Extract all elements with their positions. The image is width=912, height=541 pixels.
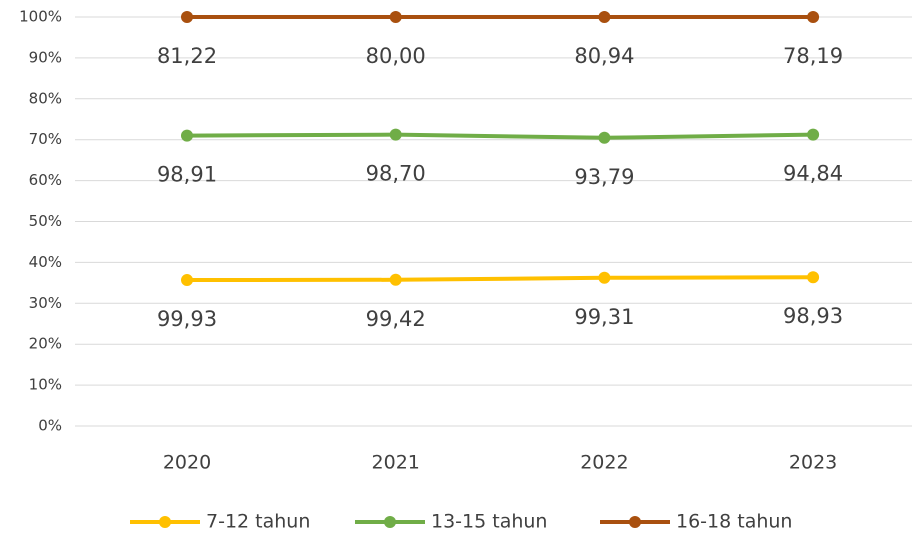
data-label: 99,42 <box>366 307 426 331</box>
y-tick-label: 50% <box>29 212 62 230</box>
x-tick-label: 2023 <box>789 452 837 474</box>
x-tick-label: 2020 <box>163 452 211 474</box>
point <box>389 273 402 286</box>
y-tick-label: 40% <box>29 253 62 271</box>
point <box>389 11 402 23</box>
point <box>598 271 611 284</box>
y-tick-label: 30% <box>29 294 62 312</box>
series-line <box>186 132 814 140</box>
series-line <box>186 275 814 283</box>
y-tick-label: 100% <box>19 8 62 26</box>
legend-marker <box>159 516 171 528</box>
legend-label: 7-12 tahun <box>206 511 310 533</box>
data-label: 94,84 <box>783 162 843 186</box>
point <box>807 128 820 141</box>
point <box>598 11 611 23</box>
data-label: 78,19 <box>783 44 843 68</box>
data-label: 98,93 <box>783 304 843 328</box>
point <box>807 271 820 284</box>
x-tick-label: 2022 <box>580 452 628 474</box>
legend-label: 16-18 tahun <box>676 511 792 533</box>
y-tick-label: 80% <box>29 89 62 107</box>
y-tick-label: 0% <box>38 417 62 435</box>
data-label: 80,00 <box>366 44 426 68</box>
point <box>807 11 820 23</box>
point <box>181 11 193 23</box>
point <box>181 129 193 142</box>
y-tick-label: 20% <box>29 335 62 353</box>
legend-marker <box>384 516 396 528</box>
y-tick-label: 10% <box>29 376 62 394</box>
y-tick-label: 60% <box>29 171 62 189</box>
data-label: 98,70 <box>366 162 426 186</box>
data-label: 93,79 <box>574 165 634 189</box>
data-label: 99,93 <box>157 307 217 331</box>
data-label: 80,94 <box>574 44 634 68</box>
data-label: 99,31 <box>574 305 634 329</box>
point <box>181 274 193 287</box>
x-tick-label: 2021 <box>372 452 420 474</box>
data-label: 81,22 <box>157 44 217 68</box>
point <box>389 128 402 141</box>
y-tick-label: 70% <box>29 130 62 148</box>
point <box>598 131 611 144</box>
legend-marker <box>629 516 641 528</box>
data-label: 98,91 <box>157 163 217 187</box>
legend-label: 13-15 tahun <box>431 511 547 533</box>
y-tick-label: 90% <box>29 48 62 66</box>
